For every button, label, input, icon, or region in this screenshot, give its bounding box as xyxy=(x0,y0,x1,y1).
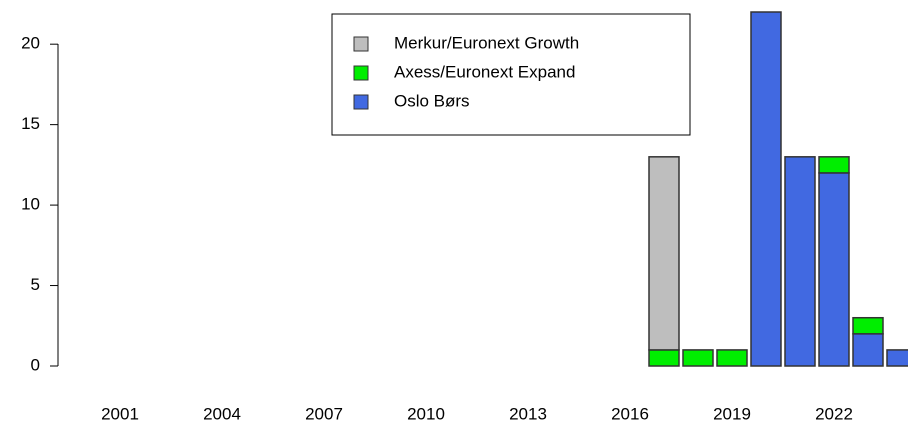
legend-swatch xyxy=(353,94,369,110)
bar-segment xyxy=(648,349,680,367)
bar-segment xyxy=(750,11,782,367)
legend-label: Oslo Børs xyxy=(394,91,470,110)
bar-segment xyxy=(852,316,884,335)
legend-label: Merkur/Euronext Growth xyxy=(394,33,579,52)
legend-box xyxy=(331,13,691,136)
y-tick-label: 0 xyxy=(31,355,40,374)
bar-segment xyxy=(852,333,884,367)
bar-segment xyxy=(886,349,908,367)
x-tick-label: 2016 xyxy=(611,404,649,423)
legend-label: Axess/Euronext Expand xyxy=(394,62,575,81)
x-tick-label: 2010 xyxy=(407,404,445,423)
bar-segment xyxy=(818,156,850,174)
y-tick-label: 20 xyxy=(21,34,40,53)
x-tick-label: 2013 xyxy=(509,404,547,423)
x-tick-label: 2001 xyxy=(101,404,139,423)
legend-swatch xyxy=(353,36,369,52)
y-tick-label: 5 xyxy=(31,275,40,294)
y-tick-label: 15 xyxy=(21,114,40,133)
legend-swatch xyxy=(353,65,369,81)
bar-segment xyxy=(784,156,816,367)
x-tick-label: 2019 xyxy=(713,404,751,423)
bar-segment xyxy=(818,172,850,367)
y-tick-label: 10 xyxy=(21,195,40,214)
bar-segment xyxy=(648,156,680,351)
x-tick-label: 2004 xyxy=(203,404,241,423)
bar-segment xyxy=(682,349,714,367)
bar-segment xyxy=(716,349,748,367)
x-tick-label: 2007 xyxy=(305,404,343,423)
x-tick-label: 2022 xyxy=(815,404,853,423)
